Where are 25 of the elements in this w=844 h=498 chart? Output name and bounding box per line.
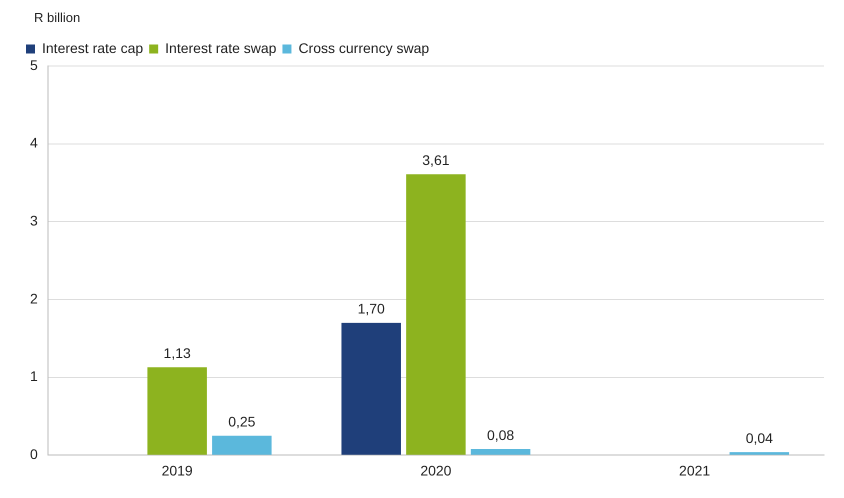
bar bbox=[406, 174, 466, 455]
data-label: 0,25 bbox=[228, 414, 256, 430]
bar bbox=[730, 452, 790, 455]
y-tick-label: 3 bbox=[30, 212, 38, 229]
y-tick-label: 5 bbox=[30, 56, 38, 73]
data-label: 3,61 bbox=[422, 152, 450, 168]
x-tick-label: 2019 bbox=[162, 462, 193, 478]
data-label: 0,04 bbox=[746, 430, 774, 446]
bar bbox=[470, 448, 530, 455]
y-tick-label: 4 bbox=[30, 134, 38, 151]
legend-label: Cross currency swap bbox=[298, 40, 430, 56]
legend-label: Interest rate swap bbox=[165, 40, 277, 56]
x-tick-label: 2020 bbox=[420, 462, 452, 478]
legend-label: Interest rate cap bbox=[42, 40, 144, 56]
bar bbox=[212, 436, 272, 455]
data-label: 1,70 bbox=[358, 300, 386, 317]
bar bbox=[147, 367, 207, 455]
y-tick-label: 0 bbox=[30, 446, 38, 462]
x-tick-label: 2021 bbox=[679, 462, 710, 478]
y-tick-label: 2 bbox=[30, 290, 38, 306]
bar bbox=[341, 322, 401, 455]
y-axis-title: R billion bbox=[34, 10, 80, 26]
data-label: 0,08 bbox=[486, 426, 514, 443]
y-tick-label: 1 bbox=[30, 368, 38, 384]
data-label: 1,13 bbox=[164, 345, 191, 362]
